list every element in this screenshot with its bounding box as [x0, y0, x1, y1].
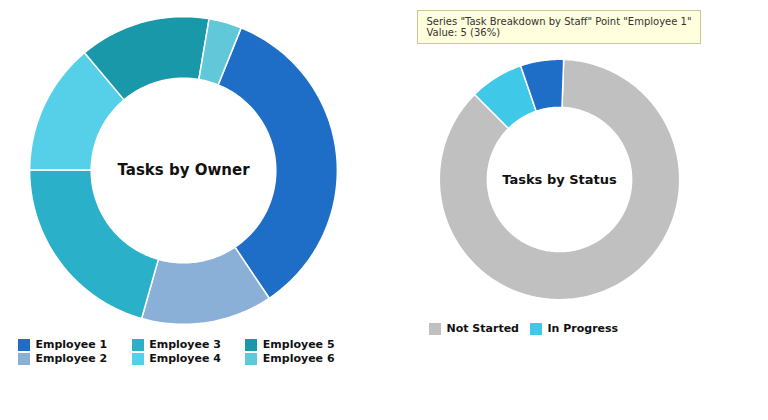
html-text:Value: 5 (36%): Value: 5 (36%)	[426, 27, 501, 38]
svg-text:Tasks by Owner: Tasks by Owner	[117, 161, 250, 179]
svg-text:Tasks by Status: Tasks by Status	[502, 172, 617, 187]
html-text:Employee 2: Employee 2	[35, 352, 108, 365]
html-text:Employee 4: Employee 4	[149, 352, 221, 365]
html-text:Employee 5: Employee 5	[262, 338, 335, 351]
html-text:Not Started: Not Started	[446, 322, 519, 335]
html-text:Employee 3: Employee 3	[149, 338, 221, 351]
html-text:In Progress: In Progress	[547, 322, 619, 335]
html-text:Employee 1: Employee 1	[35, 338, 108, 351]
html-text:Employee 6: Employee 6	[262, 352, 335, 365]
html-text:Series "Task Breakdown by Staf: Series "Task Breakdown by Staff" Point "…	[426, 16, 692, 27]
